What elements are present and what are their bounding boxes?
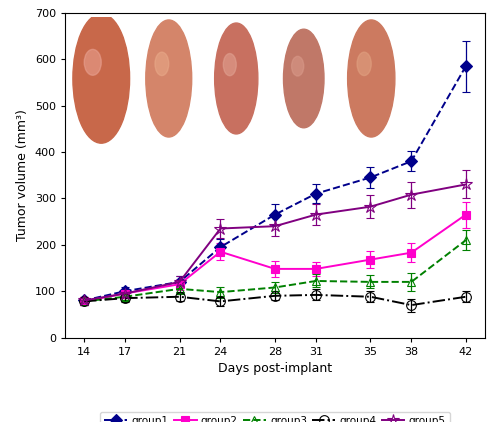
Ellipse shape — [220, 56, 235, 89]
Ellipse shape — [236, 56, 252, 89]
Ellipse shape — [354, 55, 370, 90]
Ellipse shape — [292, 46, 306, 76]
Ellipse shape — [292, 56, 304, 76]
Ellipse shape — [80, 53, 100, 92]
Ellipse shape — [284, 29, 324, 128]
Ellipse shape — [152, 55, 168, 90]
Ellipse shape — [169, 55, 185, 90]
Ellipse shape — [224, 42, 238, 75]
Ellipse shape — [102, 53, 121, 92]
Ellipse shape — [372, 55, 388, 90]
Ellipse shape — [368, 38, 385, 73]
Ellipse shape — [234, 40, 249, 73]
Ellipse shape — [155, 52, 169, 76]
Ellipse shape — [288, 59, 302, 88]
Ellipse shape — [224, 54, 236, 76]
Ellipse shape — [357, 52, 371, 76]
Text: group1: group1 — [85, 148, 117, 157]
Ellipse shape — [348, 20, 395, 137]
Ellipse shape — [302, 44, 316, 73]
Ellipse shape — [146, 20, 192, 137]
Ellipse shape — [304, 59, 318, 88]
Legend: group1, group2, group3, group4, group5: group1, group2, group3, group4, group5 — [100, 411, 450, 422]
Text: group5: group5 — [355, 148, 387, 157]
Ellipse shape — [73, 14, 130, 143]
Ellipse shape — [214, 23, 258, 134]
Ellipse shape — [84, 49, 101, 75]
Text: group4: group4 — [288, 148, 320, 157]
Text: group2: group2 — [153, 148, 184, 157]
Text: group3: group3 — [220, 148, 252, 157]
Ellipse shape — [166, 38, 182, 73]
Ellipse shape — [358, 40, 374, 75]
Y-axis label: Tumor volume (mm³): Tumor volume (mm³) — [16, 109, 30, 241]
Ellipse shape — [98, 33, 118, 72]
Ellipse shape — [155, 40, 172, 75]
Ellipse shape — [84, 36, 104, 75]
X-axis label: Days post-implant: Days post-implant — [218, 362, 332, 375]
